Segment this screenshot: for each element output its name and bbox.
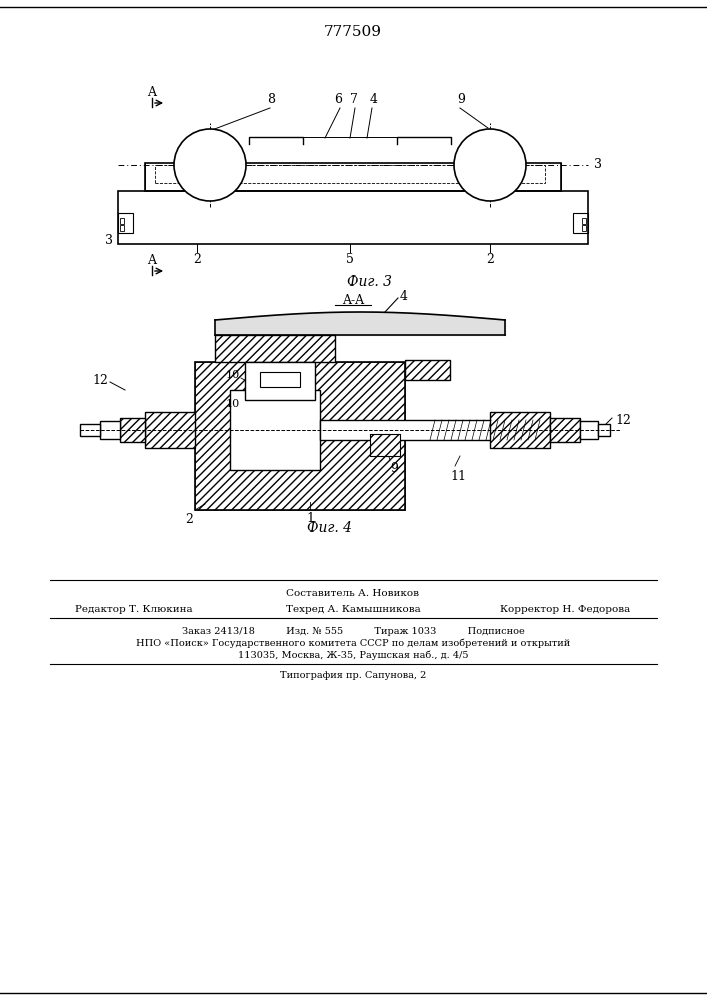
Text: 6: 6 [334, 93, 342, 106]
Text: A: A [148, 253, 156, 266]
Bar [230, 390, 320, 470]
Text: 12: 12 [615, 414, 631, 426]
Bar [120, 418, 145, 442]
Ellipse shape [174, 129, 246, 201]
Bar [490, 412, 550, 448]
Bar [195, 362, 405, 510]
Bar [320, 420, 550, 440]
Text: Корректор Н. Федорова: Корректор Н. Федорова [500, 604, 630, 613]
Text: 8: 8 [267, 93, 275, 106]
Text: Техред А. Камышникова: Техред А. Камышникова [286, 604, 421, 613]
Bar [550, 418, 580, 442]
Bar [120, 418, 145, 442]
Text: 3: 3 [594, 158, 602, 172]
Bar [405, 360, 450, 380]
Text: Типография пр. Сапунова, 2: Типография пр. Сапунова, 2 [280, 672, 426, 680]
Bar [582, 218, 586, 224]
Text: 4: 4 [400, 290, 408, 302]
Bar [582, 225, 586, 231]
Text: 10: 10 [226, 370, 240, 380]
Bar [573, 213, 588, 233]
Bar [370, 434, 400, 456]
Text: Составитель А. Новиков: Составитель А. Новиков [286, 589, 419, 598]
Text: 11: 11 [450, 470, 466, 483]
Bar [155, 165, 545, 183]
Text: НПО «Поиск» Государственного комитета СССР по делам изобретений и открытий: НПО «Поиск» Государственного комитета СС… [136, 638, 570, 648]
Bar [598, 424, 610, 436]
Bar [118, 213, 133, 233]
Bar [215, 335, 335, 362]
Text: 1: 1 [306, 512, 314, 525]
Bar [215, 335, 335, 362]
Bar [580, 421, 598, 439]
Bar [245, 362, 315, 400]
Bar [120, 225, 124, 231]
Text: 2: 2 [193, 253, 201, 266]
Text: 9: 9 [390, 462, 398, 475]
Bar [120, 218, 124, 224]
Bar [145, 163, 561, 191]
Text: 2: 2 [486, 253, 494, 266]
Bar [370, 434, 400, 456]
Bar [260, 372, 300, 387]
Text: 12: 12 [92, 373, 108, 386]
Bar [550, 418, 580, 442]
Bar [100, 421, 120, 439]
Bar [195, 362, 405, 510]
Text: 2: 2 [185, 513, 193, 526]
Text: 10: 10 [226, 399, 240, 409]
Bar [80, 424, 100, 436]
Bar [118, 191, 588, 244]
Text: 5: 5 [346, 253, 354, 266]
Ellipse shape [454, 129, 526, 201]
Bar [490, 412, 550, 448]
Text: 4: 4 [370, 93, 378, 106]
Text: 777509: 777509 [324, 25, 382, 39]
Text: 9: 9 [457, 93, 465, 106]
Text: 7: 7 [350, 93, 358, 106]
Text: Заказ 2413/18          Изд. № 555          Тираж 1033          Подписное: Заказ 2413/18 Изд. № 555 Тираж 1033 Подп… [182, 626, 525, 636]
Text: 113035, Москва, Ж-35, Раушская наб., д. 4/5: 113035, Москва, Ж-35, Раушская наб., д. … [238, 650, 468, 660]
Text: A-A: A-A [342, 294, 364, 306]
Bar [145, 412, 195, 448]
Text: 3: 3 [105, 233, 113, 246]
Bar [405, 360, 450, 380]
Text: A: A [148, 86, 156, 99]
Text: Фиг. 4: Фиг. 4 [308, 521, 353, 535]
Text: Редактор Т. Клюкина: Редактор Т. Клюкина [75, 604, 192, 613]
Text: Фиг. 3: Фиг. 3 [348, 275, 392, 289]
Bar [145, 412, 195, 448]
